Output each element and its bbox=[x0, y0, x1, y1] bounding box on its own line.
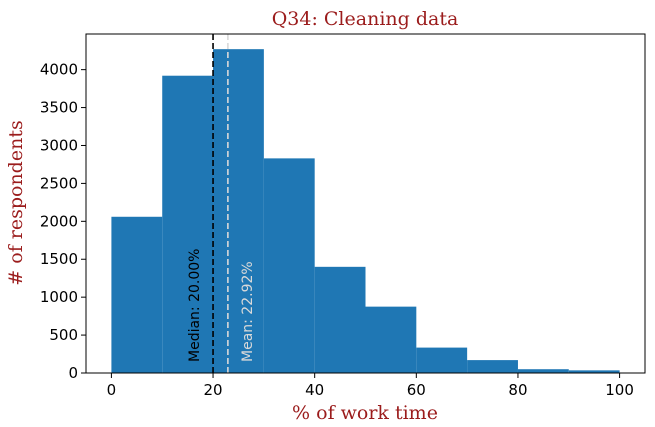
y-tick-label-1: 500 bbox=[49, 326, 78, 344]
y-tick-label-3: 1500 bbox=[40, 250, 78, 268]
plot-frame bbox=[85, 33, 646, 374]
y-tick-label-0: 0 bbox=[68, 364, 78, 382]
histogram-bar-9 bbox=[568, 370, 620, 373]
y-tick-label-2: 1000 bbox=[40, 288, 78, 306]
histogram-bar-5 bbox=[365, 306, 417, 373]
histogram-bar-1 bbox=[162, 75, 214, 373]
y-axis-label: # of respondents bbox=[5, 120, 27, 285]
y-tick-label-5: 2500 bbox=[40, 174, 78, 192]
x-tick-label-4: 80 bbox=[508, 381, 527, 399]
reference-line-label-0: Median: 20.00% bbox=[187, 249, 203, 362]
x-tick-label-5: 100 bbox=[605, 381, 634, 399]
chart-title: Q34: Cleaning data bbox=[272, 8, 459, 30]
x-tick-label-1: 20 bbox=[203, 381, 222, 399]
bars-group bbox=[111, 49, 620, 373]
y-tick-label-6: 3000 bbox=[40, 136, 78, 154]
histogram-bar-2 bbox=[213, 49, 264, 373]
x-axis-label: % of work time bbox=[292, 402, 438, 424]
histogram-bar-8 bbox=[517, 369, 569, 373]
y-tick-label-8: 4000 bbox=[40, 61, 78, 79]
reference-line-label-1: Mean: 22.92% bbox=[240, 261, 256, 362]
histogram-bar-0 bbox=[111, 216, 163, 373]
y-tick-label-7: 3500 bbox=[40, 99, 78, 117]
histogram-bar-4 bbox=[314, 266, 366, 373]
reference-lines-group: Median: 20.00% Mean: 22.92% bbox=[187, 34, 256, 373]
y-axis-ticks: 0 500 1000 1500 2000 2500 3000 3500 4000 bbox=[40, 61, 86, 382]
x-tick-label-0: 0 bbox=[107, 381, 117, 399]
y-tick-label-4: 2000 bbox=[40, 212, 78, 230]
x-axis-ticks: 0 20 40 60 80 100 bbox=[107, 373, 634, 399]
histogram-bar-6 bbox=[416, 347, 468, 373]
x-tick-label-3: 60 bbox=[407, 381, 426, 399]
histogram-bar-3 bbox=[263, 158, 315, 373]
histogram-bar-7 bbox=[467, 360, 518, 373]
x-tick-label-2: 40 bbox=[305, 381, 324, 399]
